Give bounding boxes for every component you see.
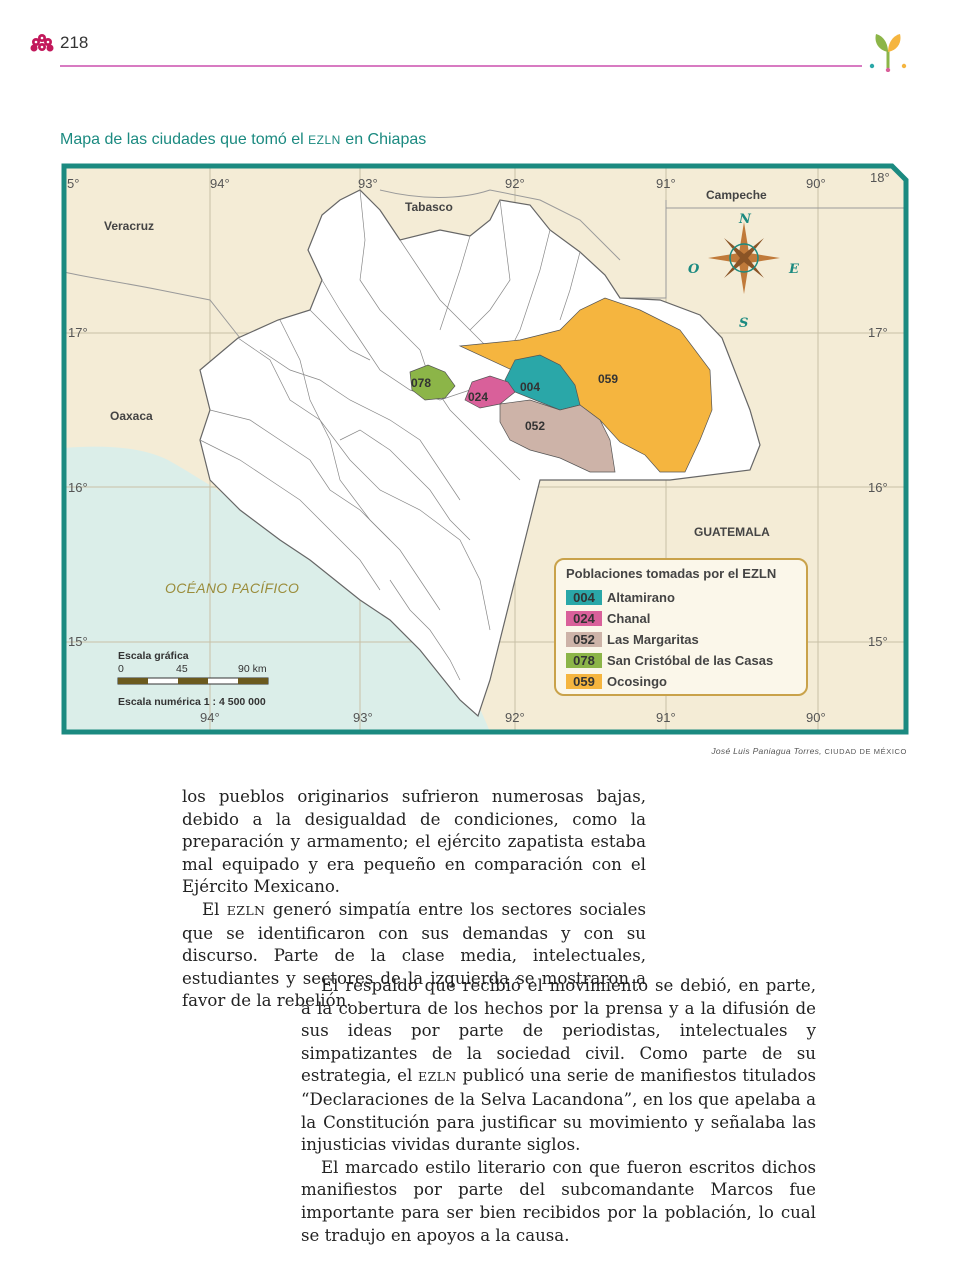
map-legend: Poblaciones tomadas por el EZLN 004 Alta… xyxy=(554,558,808,696)
sprout-logo-icon xyxy=(866,30,910,76)
coord-top-1: 5° xyxy=(67,176,80,191)
map-code-059: 059 xyxy=(598,372,619,386)
coord-top-4: 92° xyxy=(505,176,525,191)
coord-top-6: 90° xyxy=(806,176,826,191)
legend-name: Las Margaritas xyxy=(607,632,699,647)
coord-right-3: 15° xyxy=(868,634,888,649)
map-code-052: 052 xyxy=(525,419,546,433)
abbr-ezln: EZLN xyxy=(418,1069,457,1085)
legend-code: 052 xyxy=(566,632,602,647)
paragraph: los pueblos originarios sufrieron numero… xyxy=(182,787,646,897)
legend-name: Altamirano xyxy=(607,590,675,605)
coord-right-1: 17° xyxy=(868,325,888,340)
legend-code: 024 xyxy=(566,611,602,626)
map-title: Mapa de las ciudades que tomó el EZLN en… xyxy=(60,131,426,149)
header-divider xyxy=(60,65,862,67)
map-credit: José Luis Paniagua Torres, CIUDAD DE MÉX… xyxy=(711,746,907,756)
legend-item: 024 Chanal xyxy=(566,608,806,629)
legend-name: Chanal xyxy=(607,611,651,626)
coord-bottom-4: 91° xyxy=(656,710,676,725)
legend-code: 059 xyxy=(566,674,602,689)
scale-tick-45: 45 xyxy=(176,663,188,675)
label-campeche: Campeche xyxy=(706,188,767,202)
coord-top-2: 94° xyxy=(210,176,230,191)
body-column-1: los pueblos originarios sufrieron numero… xyxy=(182,786,646,1013)
legend-code: 078 xyxy=(566,653,602,668)
flower-ornament-icon xyxy=(30,32,54,58)
coord-right-2: 16° xyxy=(868,480,888,495)
scale-graphic-label: Escala gráfica xyxy=(118,650,189,662)
paragraph-part: generó simpatía entre los sectores socia… xyxy=(182,899,646,1011)
label-guatemala: GUATEMALA xyxy=(694,525,770,539)
compass-north: N xyxy=(739,212,751,227)
map-title-prefix: Mapa de las ciudades que tomó el xyxy=(60,131,309,148)
body-column-2: El respaldo que recibió el movimiento se… xyxy=(301,975,816,1247)
credit-place: CIUDAD DE MÉXICO xyxy=(824,747,907,756)
legend-name: Ocosingo xyxy=(607,674,667,689)
chiapas-map: 5° 94° 93° 92° 91° 90° 18° 94° 93° 92° 9… xyxy=(60,160,910,738)
compass-east: E xyxy=(789,262,799,277)
coord-bottom-5: 90° xyxy=(806,710,826,725)
abbr-ezln: EZLN xyxy=(226,902,266,918)
paragraph: El EZLN generó simpatía entre los sector… xyxy=(182,899,646,1013)
scale-tick-90: 90 km xyxy=(238,663,267,675)
map-title-abbr: EZLN xyxy=(308,133,341,147)
map-code-024: 024 xyxy=(468,390,489,404)
coord-top-5: 91° xyxy=(656,176,676,191)
legend-item: 052 Las Margaritas xyxy=(566,629,806,650)
paragraph: El respaldo que recibió el movimiento se… xyxy=(301,975,816,1157)
map-scale: Escala gráfica 0 45 90 km Escala numéric… xyxy=(118,650,278,708)
scale-numeric: Escala numérica 1 : 4 500 000 xyxy=(118,696,266,708)
map-title-suffix: en Chiapas xyxy=(340,131,427,148)
coord-bottom-3: 92° xyxy=(505,710,525,725)
coord-left-3: 15° xyxy=(68,634,88,649)
map-code-078: 078 xyxy=(411,376,432,390)
coord-bottom-1: 94° xyxy=(200,710,220,725)
coord-top-3: 93° xyxy=(358,176,378,191)
legend-item: 078 San Cristóbal de las Casas xyxy=(566,650,806,671)
paragraph-part: El respaldo que recibió el movimiento se… xyxy=(301,976,816,1086)
coord-left-2: 16° xyxy=(68,480,88,495)
paragraph-part: El xyxy=(202,899,227,919)
compass-south: S xyxy=(739,316,749,331)
credit-name: José Luis Paniagua Torres, xyxy=(711,746,825,756)
label-veracruz: Veracruz xyxy=(104,219,155,233)
paragraph-part: publicó una serie de manifiestos titulad… xyxy=(301,1066,816,1155)
coord-top-7: 18° xyxy=(870,170,890,185)
legend-code: 004 xyxy=(566,590,602,605)
page-number: 218 xyxy=(60,33,89,52)
coord-left-1: 17° xyxy=(68,325,88,340)
label-tabasco: Tabasco xyxy=(405,200,453,214)
map-code-004: 004 xyxy=(520,380,541,394)
paragraph: El marcado estilo literario con que fuer… xyxy=(301,1157,816,1245)
coord-bottom-2: 93° xyxy=(353,710,373,725)
label-oaxaca: Oaxaca xyxy=(110,409,153,423)
legend-item: 059 Ocosingo xyxy=(566,671,806,692)
label-ocean: OCÉANO PACÍFICO xyxy=(165,580,300,596)
legend-title: Poblaciones tomadas por el EZLN xyxy=(566,566,777,581)
legend-name: San Cristóbal de las Casas xyxy=(607,653,774,668)
legend-item: 004 Altamirano xyxy=(566,587,806,608)
compass-west: O xyxy=(688,262,700,277)
scale-tick-0: 0 xyxy=(118,663,124,675)
